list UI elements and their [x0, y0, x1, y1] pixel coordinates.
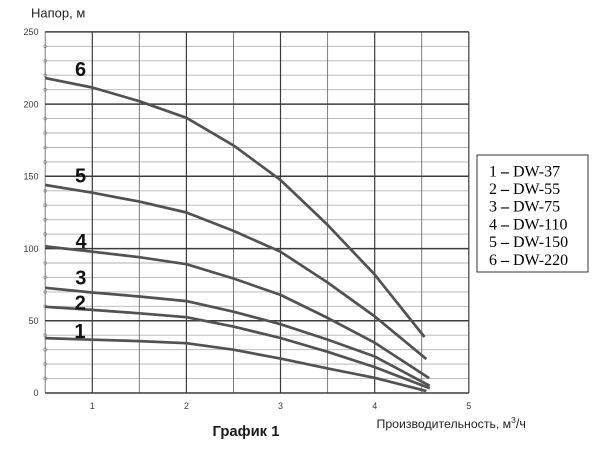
svg-text:1: 1 — [90, 401, 95, 411]
svg-text:5 – DW-150: 5 – DW-150 — [489, 234, 568, 251]
svg-text:3: 3 — [75, 267, 86, 289]
svg-text:5: 5 — [75, 166, 86, 188]
svg-text:3 – DW-75: 3 – DW-75 — [489, 199, 560, 216]
svg-text:0: 0 — [33, 388, 38, 398]
svg-text:4: 4 — [75, 231, 87, 253]
svg-text:6: 6 — [75, 59, 86, 81]
svg-text:4: 4 — [372, 401, 377, 411]
svg-text:1 – DW-37: 1 – DW-37 — [489, 163, 560, 180]
svg-text:50: 50 — [28, 316, 38, 326]
svg-text:6 – DW-220: 6 – DW-220 — [489, 252, 568, 269]
svg-text:3: 3 — [278, 401, 283, 411]
svg-text:100: 100 — [23, 244, 38, 254]
svg-text:Производительность, м3/ч: Производительность, м3/ч — [377, 415, 526, 431]
svg-text:4 – DW-110: 4 – DW-110 — [489, 216, 568, 233]
svg-text:2: 2 — [75, 293, 86, 315]
svg-text:200: 200 — [23, 99, 38, 109]
svg-text:График 1: График 1 — [213, 424, 280, 440]
svg-text:5: 5 — [466, 401, 471, 411]
svg-text:250: 250 — [23, 27, 38, 37]
svg-text:Напор, м: Напор, м — [31, 6, 85, 21]
svg-text:150: 150 — [23, 172, 38, 182]
svg-text:2 – DW-55: 2 – DW-55 — [489, 181, 560, 198]
svg-text:2: 2 — [184, 401, 189, 411]
svg-text:1: 1 — [74, 321, 85, 343]
